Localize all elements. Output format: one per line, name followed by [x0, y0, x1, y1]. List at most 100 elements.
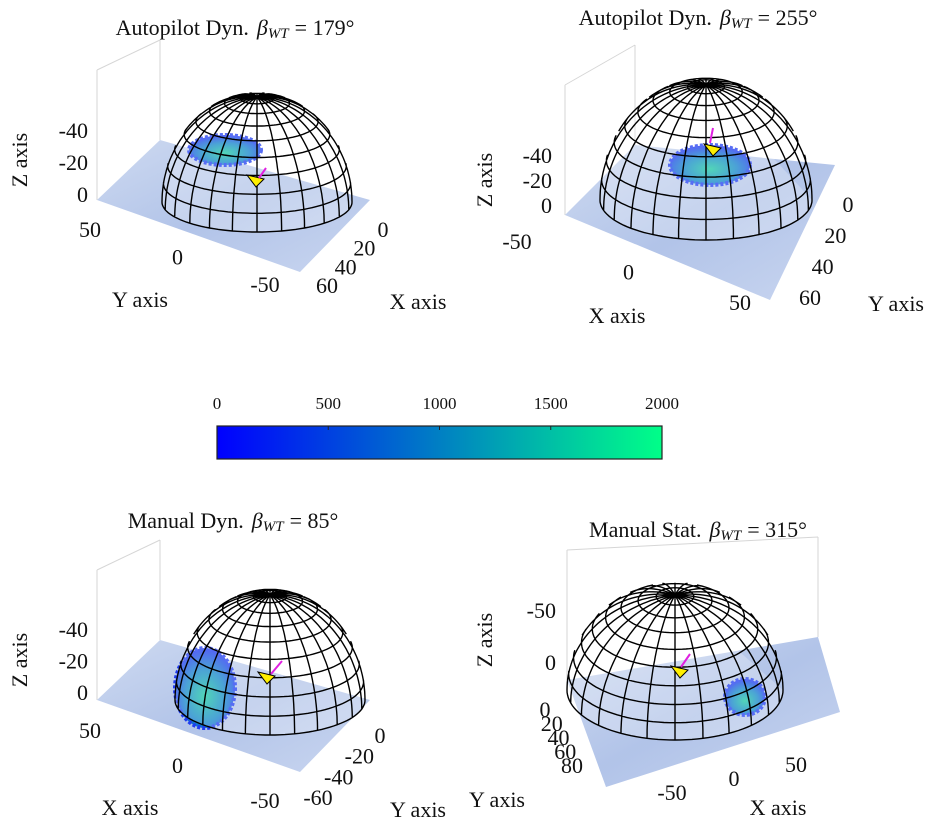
title-text: Autopilot Dyn. — [579, 5, 712, 30]
z-axis-label: Z axis — [7, 633, 32, 687]
z-tick-label: -40 — [59, 617, 88, 642]
dome-wireframe — [161, 92, 353, 233]
z-tick-label: -20 — [523, 168, 552, 193]
z-tick-label: 0 — [77, 182, 88, 207]
y-axis-label: Y axis — [868, 291, 924, 316]
colorbar-tick-label: 500 — [316, 394, 342, 413]
x-axis-label: X axis — [390, 289, 447, 314]
turbine-marker — [702, 143, 722, 157]
x-tick-label: 0 — [172, 753, 183, 778]
z-tick-label: -40 — [59, 118, 88, 143]
wind-marker — [709, 127, 714, 144]
title-value: = 85° — [290, 508, 339, 533]
x-tick-label: 40 — [335, 254, 357, 279]
panel-3d: Autopilot Dyn. βWT = 255°-40-200-500500204… — [472, 5, 924, 328]
x-tick-label: -50 — [250, 788, 279, 813]
title-subscript: WT — [268, 26, 290, 42]
title-text: Manual Dyn. — [128, 508, 244, 533]
z-tick-label: -40 — [523, 143, 552, 168]
x-tick-label: 50 — [785, 752, 807, 777]
floor-image — [567, 637, 840, 787]
x-tick-label: -50 — [502, 229, 531, 254]
y-tick-label: 80 — [561, 753, 583, 778]
x-tick-label: 60 — [316, 273, 338, 298]
x-tick-label: 50 — [79, 718, 101, 743]
colorbar-scale — [216, 425, 663, 460]
title-symbol: β — [256, 15, 268, 40]
z-tick-label: -50 — [527, 598, 556, 623]
x-tick-label: 50 — [729, 290, 751, 315]
floor-image — [565, 145, 835, 300]
dome-wireframe — [174, 588, 366, 736]
z-axis-label: Z axis — [472, 153, 497, 207]
turbine-marker — [256, 671, 276, 685]
x-axis-label: X axis — [589, 303, 646, 328]
title-symbol: β — [251, 508, 263, 533]
x-tick-label: 0 — [378, 217, 389, 242]
y-tick-label: -60 — [303, 785, 332, 810]
x-tick-label: -50 — [657, 780, 686, 805]
y-tick-label: 0 — [843, 192, 854, 217]
y-axis-label: Y axis — [112, 287, 168, 312]
panel-title: Manual Stat. βWT = 315° — [589, 517, 807, 544]
panel-3d: Autopilot Dyn. βWT = 179°-40-2000204060500… — [7, 15, 446, 314]
y-tick-label: -40 — [324, 764, 353, 789]
x-axis-label: X axis — [750, 795, 807, 820]
y-tick-label: 0 — [172, 245, 183, 270]
z-tick-label: 0 — [77, 680, 88, 705]
title-text: Autopilot Dyn. — [116, 15, 249, 40]
panel-title: Manual Dyn. βWT = 85° — [128, 508, 339, 535]
wind-marker — [680, 653, 691, 668]
colorbar-tick-label: 2000 — [645, 394, 679, 413]
dome-wireframe — [566, 582, 784, 741]
panel-title: Autopilot Dyn. βWT = 255° — [579, 5, 818, 32]
y-tick-label: 40 — [812, 254, 834, 279]
y-tick-label: 40 — [548, 725, 570, 750]
title-text: Manual Stat. — [589, 517, 701, 542]
panel-3d: Manual Dyn. βWT = 85°-40-200500-500-20-40-… — [7, 508, 446, 822]
colorbar: 0 500 1000 1500 2000 — [213, 394, 679, 460]
z-axis-label: Z axis — [472, 613, 497, 667]
x-tick-label: 20 — [353, 236, 375, 261]
x-tick-label: 0 — [729, 766, 740, 791]
y-tick-label: 0 — [375, 723, 386, 748]
box-line — [564, 44, 636, 215]
y-tick-label: 60 — [554, 739, 576, 764]
y-axis-label: Y axis — [390, 797, 446, 822]
panel-3d: Manual Stat. βWT = 315°-500-50050020406080… — [469, 517, 840, 820]
y-tick-label: 60 — [799, 285, 821, 310]
x-axis-label: X axis — [102, 795, 159, 820]
title-value: = 179° — [295, 15, 355, 40]
turbine-marker — [669, 665, 689, 679]
title-subscript: WT — [731, 16, 753, 32]
y-tick-label: -50 — [250, 272, 279, 297]
title-symbol: β — [719, 5, 731, 30]
z-tick-label: -20 — [59, 150, 88, 175]
z-tick-label: 0 — [545, 650, 556, 675]
wind-marker — [258, 167, 267, 179]
colorbar-tick-label: 1500 — [534, 394, 568, 413]
y-tick-label: 0 — [540, 697, 551, 722]
wind-marker — [270, 660, 283, 675]
x-tick-label: 0 — [623, 260, 634, 285]
y-tick-label: 50 — [79, 217, 101, 242]
y-tick-label: -20 — [345, 744, 374, 769]
y-tick-label: 20 — [541, 711, 563, 736]
z-axis-label: Z axis — [7, 133, 32, 187]
title-value: = 315° — [747, 517, 807, 542]
title-symbol: β — [708, 517, 720, 542]
title-subscript: WT — [720, 528, 742, 544]
box-line — [96, 539, 161, 700]
title-value: = 255° — [758, 5, 818, 30]
y-axis-label: Y axis — [469, 787, 525, 812]
title-subscript: WT — [263, 519, 285, 535]
box-line — [96, 39, 161, 200]
z-tick-label: -20 — [59, 649, 88, 674]
z-tick-label: 0 — [541, 193, 552, 218]
colorbar-tick-label: 0 — [213, 394, 222, 413]
y-tick-label: 20 — [824, 223, 846, 248]
panel-title: Autopilot Dyn. βWT = 179° — [116, 15, 355, 42]
colorbar-tick-label: 1000 — [423, 394, 457, 413]
